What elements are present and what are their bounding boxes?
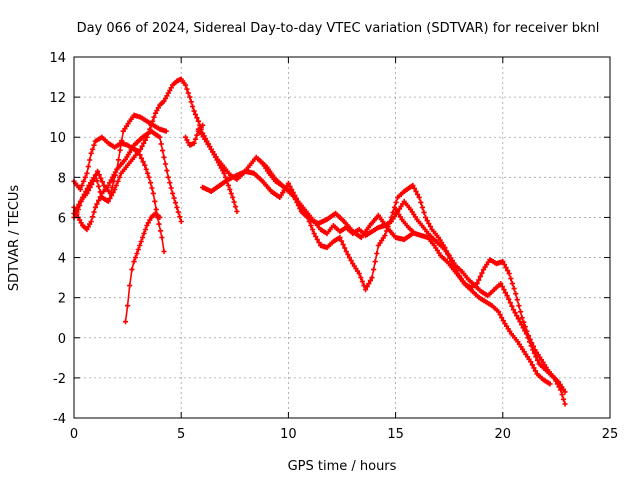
y-tick-label: 14	[49, 51, 66, 66]
series-markers	[255, 156, 416, 243]
y-tick-label: -2	[53, 372, 66, 387]
x-tick-label: 5	[177, 427, 185, 442]
data-series	[200, 168, 568, 407]
series-markers	[393, 206, 553, 387]
y-tick-label: 2	[58, 292, 66, 307]
data-series	[71, 76, 240, 220]
data-series	[195, 126, 568, 395]
series-trace	[124, 212, 161, 323]
y-tick-label: 0	[58, 332, 66, 347]
chart-title: Day 066 of 2024, Sidereal Day-to-day VTE…	[77, 21, 600, 36]
series-markers	[200, 168, 568, 407]
x-tick-label: 10	[280, 427, 297, 442]
x-tick-label: 0	[70, 427, 78, 442]
y-tick-label: 12	[49, 91, 66, 106]
y-tick-label: -4	[53, 412, 66, 427]
series-markers	[195, 126, 568, 395]
x-tick-label: 15	[387, 427, 404, 442]
grid	[74, 57, 610, 418]
plot-frame	[73, 56, 611, 419]
series-trace	[197, 128, 566, 393]
y-tick-label: 10	[49, 131, 66, 146]
x-tick-label: 25	[602, 427, 619, 442]
y-axis-label: SDTVAR / TECUs	[7, 185, 22, 292]
data-series	[255, 156, 416, 243]
series-markers	[71, 76, 240, 220]
data-series	[122, 210, 163, 325]
y-tick-label: 6	[58, 211, 66, 226]
data-series	[393, 206, 553, 387]
series-markers	[122, 210, 163, 325]
y-tick-label: 4	[58, 252, 66, 267]
series-trace	[201, 170, 566, 405]
y-tick-label: 8	[58, 171, 66, 186]
series-layer	[71, 76, 568, 407]
x-axis-label: GPS time / hours	[288, 459, 397, 474]
x-tick-label: 20	[495, 427, 512, 442]
axis-ticks: 0 5 10 15 20 25 -4 -2 0 2 4 6 8 10 12 14	[49, 51, 618, 442]
